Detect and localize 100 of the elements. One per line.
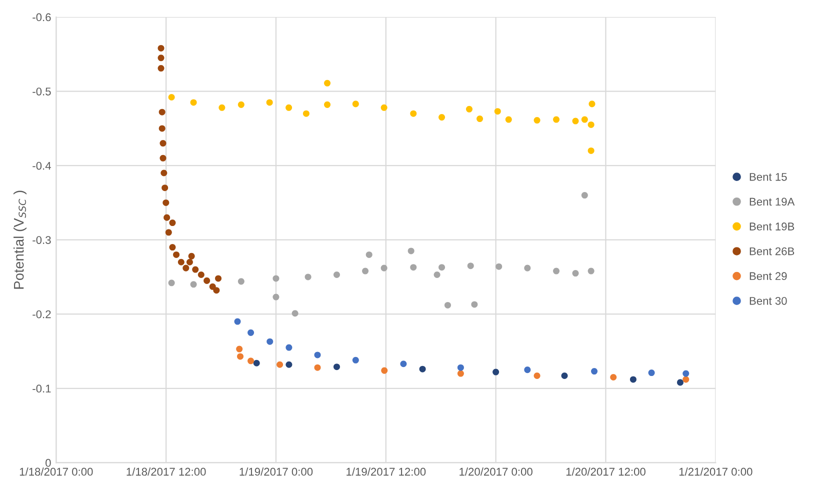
point [408, 248, 414, 254]
point [204, 277, 210, 284]
point [492, 368, 500, 376]
point [352, 100, 359, 108]
point [524, 264, 531, 272]
point [173, 251, 180, 258]
point [561, 372, 568, 380]
point [581, 116, 588, 123]
point [324, 101, 331, 108]
point [182, 264, 190, 272]
point [162, 199, 170, 206]
point [419, 366, 426, 372]
point [158, 54, 164, 62]
point [218, 104, 226, 111]
point [158, 44, 164, 52]
point [572, 118, 579, 124]
point [352, 356, 359, 364]
point [494, 108, 501, 115]
point [572, 270, 579, 277]
point [169, 244, 176, 251]
point [400, 360, 407, 368]
point [238, 278, 244, 285]
point [198, 271, 204, 278]
point [534, 117, 540, 124]
point [444, 302, 451, 308]
point [178, 258, 184, 266]
point [524, 366, 531, 374]
point [215, 275, 222, 282]
legend-label: Bent 15 [750, 173, 787, 181]
point [266, 338, 274, 345]
point [591, 368, 598, 375]
point [505, 116, 512, 123]
point [209, 283, 216, 290]
point [588, 268, 594, 274]
point [237, 353, 244, 360]
point [380, 264, 388, 272]
point [333, 364, 340, 370]
point [380, 104, 388, 111]
y-tick-label: 0 [46, 458, 51, 467]
point [588, 147, 594, 154]
point [253, 360, 260, 366]
point [286, 344, 292, 351]
point [164, 214, 170, 221]
y-axis-title: Potential (V$_{SSC}$ ) [14, 190, 26, 289]
point [381, 367, 388, 374]
point [165, 229, 172, 236]
point [466, 106, 473, 112]
point [588, 100, 596, 108]
point [534, 372, 540, 380]
point [333, 271, 340, 278]
point [272, 275, 280, 282]
point [471, 301, 478, 308]
legend-label: Bent 30 [750, 296, 787, 305]
legend-label: Bent 29 [750, 272, 787, 280]
point [434, 271, 440, 278]
point [248, 329, 254, 336]
x-tick-label: 1/19/2017 0:00 [240, 468, 313, 476]
point [160, 170, 168, 176]
point [272, 294, 280, 300]
point [553, 268, 560, 274]
point [457, 364, 464, 371]
point [276, 361, 284, 368]
point [160, 154, 166, 162]
point [302, 110, 310, 117]
point [410, 110, 417, 117]
point [630, 376, 636, 383]
point [467, 262, 474, 270]
y-tick-label: -0.4 [32, 162, 51, 170]
point [682, 370, 690, 377]
point [438, 264, 446, 271]
point [588, 121, 594, 128]
x-tick-label: 1/21/2017 0:00 [679, 468, 752, 476]
point [292, 310, 298, 317]
point [168, 94, 175, 101]
point [314, 352, 321, 358]
x-tick-label: 1/19/2017 12:00 [346, 468, 426, 476]
point [362, 268, 369, 274]
y-tick-label: -0.1 [32, 384, 51, 393]
point [162, 184, 168, 192]
legend-label: Bent 26B [750, 247, 794, 256]
x-tick-label: 1/18/2017 0:00 [20, 468, 93, 476]
point [324, 80, 331, 86]
point [286, 361, 292, 368]
point [248, 358, 254, 364]
point [169, 220, 176, 226]
y-tick-label: -0.2 [32, 310, 51, 318]
point [234, 318, 241, 325]
point [676, 379, 684, 386]
point [158, 108, 166, 116]
point [158, 65, 164, 72]
x-tick-label: 1/20/2017 12:00 [566, 468, 646, 476]
point [581, 192, 588, 199]
point [213, 287, 220, 294]
x-tick-label: 1/18/2017 12:00 [126, 468, 206, 476]
point [496, 263, 502, 270]
point [160, 140, 166, 147]
point [266, 99, 273, 106]
point [610, 374, 617, 380]
legend-label: Bent 19B [750, 222, 794, 230]
legend-label: Bent 19A [750, 198, 795, 206]
